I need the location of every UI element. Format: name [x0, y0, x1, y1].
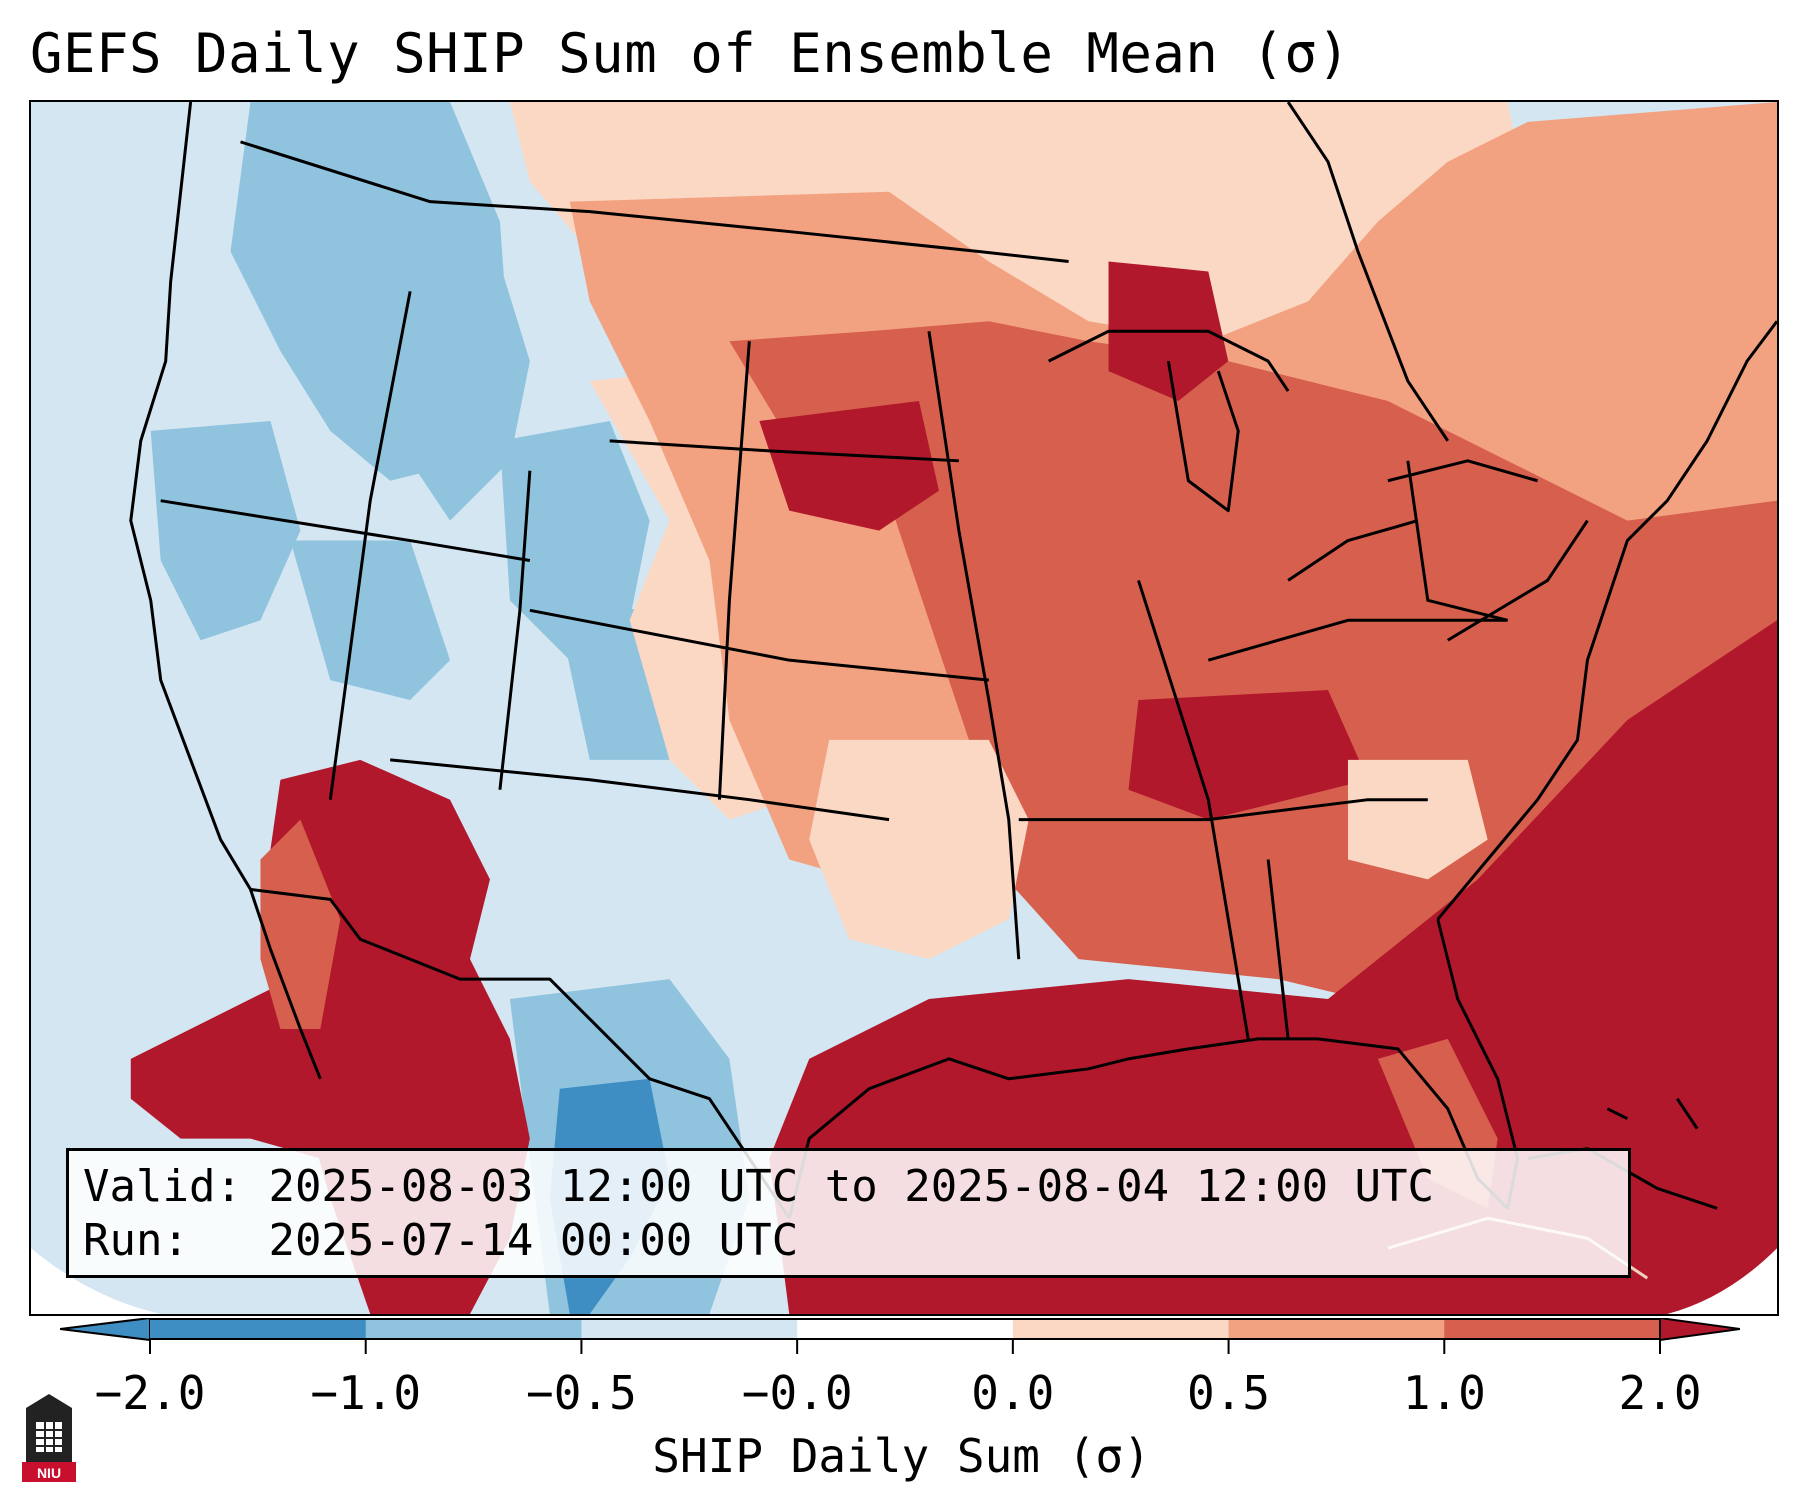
colorbar-label: SHIP Daily Sum (σ) [652, 1429, 1151, 1483]
state-line-6 [529, 608, 989, 682]
state-line-12 [1266, 859, 1290, 1040]
gulf-atlantic-dark-red [769, 620, 1777, 1314]
state-line-9 [1018, 798, 1428, 822]
state-line-4 [390, 758, 890, 822]
colorbar-segment [1228, 1318, 1445, 1340]
nevada-blue-patch [290, 540, 451, 701]
state-line-8 [927, 331, 1021, 960]
projection-edge-fill [31, 1248, 161, 1314]
colorbar-tick-label: 2.0 [1618, 1366, 1702, 1420]
valid-value: 2025-08-03 12:00 UTC to 2025-08-04 12:00… [268, 1161, 1435, 1212]
colorbar-tick-label: 1.0 [1402, 1366, 1486, 1420]
state-line-7 [609, 439, 959, 463]
colorbar-ticks [149, 1340, 1661, 1354]
great-lakes-erie [1287, 519, 1419, 582]
colorbar-segment [365, 1318, 582, 1340]
state-line-5 [717, 341, 751, 800]
carolinas-light-red [1347, 759, 1488, 880]
great-lakes-superior [1047, 329, 1290, 392]
valid-label: Valid: [83, 1161, 242, 1212]
colorbar-segments [60, 1318, 1740, 1342]
hudson-bay-shore [1286, 102, 1449, 442]
anomaly-map [31, 102, 1777, 1314]
logo-red-band [22, 1462, 76, 1482]
colorbar-segment [797, 1318, 1014, 1340]
colorbar [60, 1318, 1740, 1354]
niu-logo: NIU [22, 1394, 76, 1482]
east-coastline [1436, 320, 1777, 921]
oregon-blue-patch [150, 420, 301, 641]
projection-edge-fill-right [1667, 1248, 1777, 1314]
colorbar-segment [1012, 1318, 1230, 1340]
state-line-3 [498, 470, 532, 790]
colorbar-tick-label: −0.5 [526, 1366, 637, 1420]
boundaries [129, 102, 1777, 1220]
colorbar-extend-high [1659, 1318, 1740, 1342]
colorbar-segment [150, 1318, 367, 1340]
logo-tower-roof [26, 1394, 72, 1408]
colorbar-tick-label: −1.0 [310, 1366, 422, 1420]
state-line-10 [1137, 579, 1250, 1040]
state-line-1 [160, 499, 531, 562]
utah-blue-patch [499, 420, 650, 661]
run-label: Run: [83, 1215, 189, 1266]
colorbar-tick-label: −2.0 [94, 1366, 206, 1420]
colorbar-segment [1444, 1318, 1661, 1340]
southern-plains-light-red [809, 739, 1029, 960]
mexico-border [250, 887, 791, 1220]
tennessee-dark-red [1128, 690, 1368, 820]
gulf-coastline [787, 1037, 1319, 1219]
idaho-blue-patch [380, 221, 530, 521]
colorbar-tick-label: 0.0 [971, 1366, 1055, 1420]
logo-text: NIU [37, 1465, 61, 1481]
dakota-dark-red [759, 401, 939, 531]
west-coastline [129, 102, 322, 1080]
colorbar-segment [581, 1318, 798, 1340]
validity-info-box: Valid: 2025-08-03 12:00 UTC to 2025-08-0… [66, 1148, 1631, 1278]
run-value: 2025-07-14 00:00 UTC [268, 1215, 799, 1266]
state-line-14 [1446, 519, 1589, 642]
state-line-13 [1406, 460, 1508, 622]
ontario-shore [1387, 459, 1538, 483]
colorbar-tick-label: 0.5 [1187, 1366, 1271, 1420]
colorbar-extend-low [60, 1318, 151, 1342]
state-line-2 [328, 291, 412, 800]
map-panel [29, 100, 1779, 1316]
page-title: GEFS Daily SHIP Sum of Ensemble Mean (σ) [30, 22, 1351, 85]
great-lakes-michigan [1166, 360, 1240, 513]
state-line-11 [1207, 618, 1508, 662]
canada-border [240, 140, 1069, 263]
colorbar-tick-label: −0.0 [741, 1366, 853, 1420]
baja-pacific-dark-red [130, 989, 331, 1159]
